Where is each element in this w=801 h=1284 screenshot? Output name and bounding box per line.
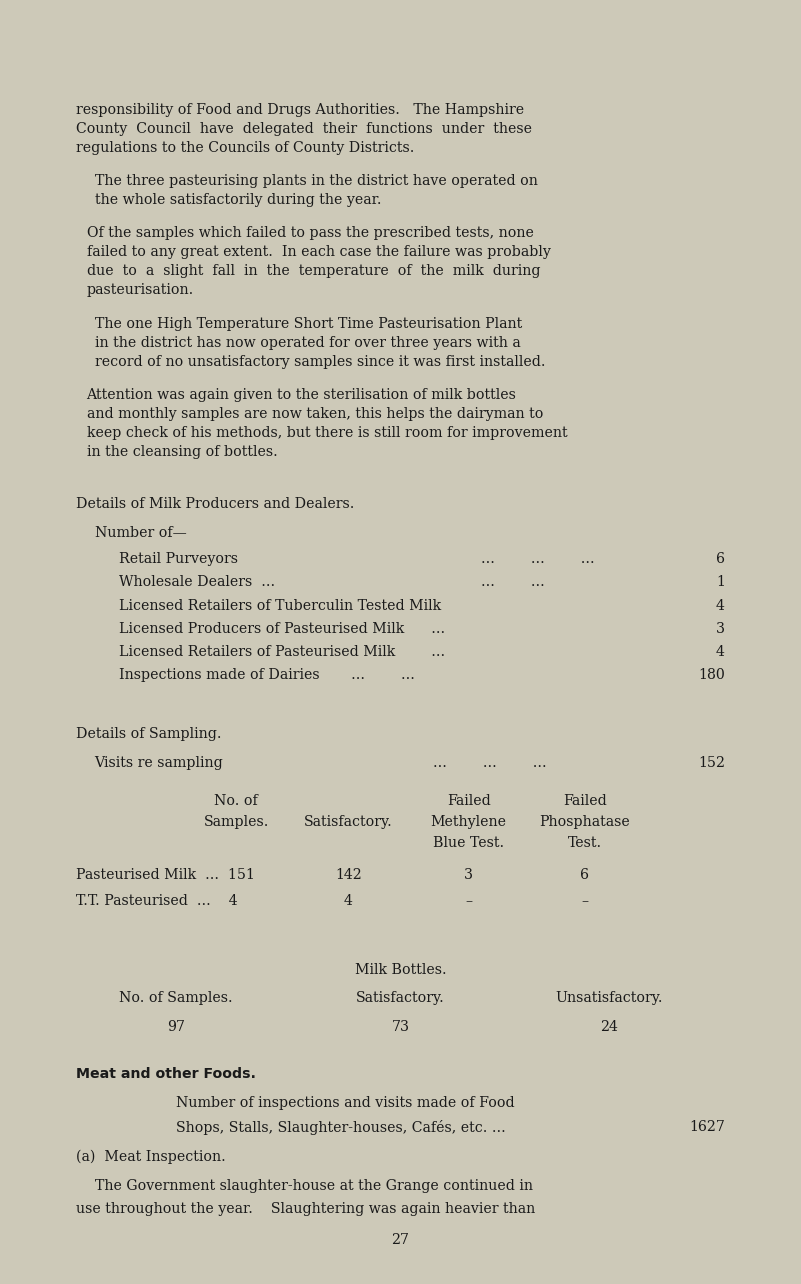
Text: Licensed Producers of Pasteurised Milk      ...: Licensed Producers of Pasteurised Milk .… xyxy=(119,621,445,636)
Text: Attention was again given to the sterilisation of milk bottles: Attention was again given to the sterili… xyxy=(87,388,517,402)
Text: Samples.: Samples. xyxy=(203,815,269,829)
Text: ...        ...: ... ... xyxy=(481,575,545,589)
Text: No. of: No. of xyxy=(215,795,258,809)
Text: failed to any great extent.  In each case the failure was probably: failed to any great extent. In each case… xyxy=(87,245,550,259)
Text: regulations to the Councils of County Districts.: regulations to the Councils of County Di… xyxy=(76,141,414,155)
Text: pasteurisation.: pasteurisation. xyxy=(87,284,194,298)
Text: ...        ...        ...: ... ... ... xyxy=(433,756,546,770)
Text: Inspections made of Dairies       ...        ...: Inspections made of Dairies ... ... xyxy=(119,668,414,682)
Text: Details of Milk Producers and Dealers.: Details of Milk Producers and Dealers. xyxy=(76,497,355,511)
Text: Details of Sampling.: Details of Sampling. xyxy=(76,727,222,741)
Text: The one High Temperature Short Time Pasteurisation Plant: The one High Temperature Short Time Past… xyxy=(95,317,521,330)
Text: the whole satisfactorily during the year.: the whole satisfactorily during the year… xyxy=(95,193,381,207)
Text: 6: 6 xyxy=(716,552,725,566)
Text: 3: 3 xyxy=(716,621,725,636)
Text: The three pasteurising plants in the district have operated on: The three pasteurising plants in the dis… xyxy=(95,173,537,187)
Text: Visits re sampling: Visits re sampling xyxy=(95,756,223,770)
Text: 1: 1 xyxy=(716,575,725,589)
Text: 152: 152 xyxy=(698,756,725,770)
Text: due  to  a  slight  fall  in  the  temperature  of  the  milk  during: due to a slight fall in the temperature … xyxy=(87,265,540,279)
Text: Satisfactory.: Satisfactory. xyxy=(304,815,392,829)
Text: –: – xyxy=(582,894,588,908)
Text: 1627: 1627 xyxy=(689,1120,725,1134)
Text: 4: 4 xyxy=(716,598,725,612)
Text: Unsatisfactory.: Unsatisfactory. xyxy=(555,991,662,1005)
Text: Satisfactory.: Satisfactory. xyxy=(356,991,445,1005)
Text: Shops, Stalls, Slaughter-houses, Cafés, etc. ...: Shops, Stalls, Slaughter-houses, Cafés, … xyxy=(176,1120,506,1135)
Text: Retail Purveyors: Retail Purveyors xyxy=(119,552,238,566)
Text: (a)  Meat Inspection.: (a) Meat Inspection. xyxy=(76,1149,226,1163)
Text: Licensed Retailers of Pasteurised Milk        ...: Licensed Retailers of Pasteurised Milk .… xyxy=(119,645,445,659)
Text: and monthly samples are now taken, this helps the dairyman to: and monthly samples are now taken, this … xyxy=(87,407,543,421)
Text: Of the samples which failed to pass the prescribed tests, none: Of the samples which failed to pass the … xyxy=(87,226,533,240)
Text: Milk Bottles.: Milk Bottles. xyxy=(355,963,446,977)
Text: keep check of his methods, but there is still room for improvement: keep check of his methods, but there is … xyxy=(87,426,567,440)
Text: Meat and other Foods.: Meat and other Foods. xyxy=(76,1067,256,1081)
Text: use throughout the year.    Slaughtering was again heavier than: use throughout the year. Slaughtering wa… xyxy=(76,1202,535,1216)
Text: 27: 27 xyxy=(392,1233,409,1247)
Text: ...        ...        ...: ... ... ... xyxy=(481,552,594,566)
Text: 73: 73 xyxy=(392,1019,409,1034)
Text: Wholesale Dealers  ...: Wholesale Dealers ... xyxy=(119,575,275,589)
Text: record of no unsatisfactory samples since it was first installed.: record of no unsatisfactory samples sinc… xyxy=(95,354,545,369)
Text: Methylene: Methylene xyxy=(431,815,506,829)
Text: 3: 3 xyxy=(464,868,473,882)
Text: in the cleansing of bottles.: in the cleansing of bottles. xyxy=(87,444,277,458)
Text: Pasteurised Milk  ...  151: Pasteurised Milk ... 151 xyxy=(76,868,255,882)
Text: Blue Test.: Blue Test. xyxy=(433,836,504,850)
Text: County  Council  have  delegated  their  functions  under  these: County Council have delegated their func… xyxy=(76,122,532,136)
Text: 24: 24 xyxy=(600,1019,618,1034)
Text: Licensed Retailers of Tuberculin Tested Milk: Licensed Retailers of Tuberculin Tested … xyxy=(119,598,441,612)
Text: 180: 180 xyxy=(698,668,725,682)
Text: Phosphatase: Phosphatase xyxy=(539,815,630,829)
Text: No. of Samples.: No. of Samples. xyxy=(119,991,233,1005)
Text: responsibility of Food and Drugs Authorities.   The Hampshire: responsibility of Food and Drugs Authori… xyxy=(76,103,524,117)
Text: 6: 6 xyxy=(580,868,590,882)
Text: 4: 4 xyxy=(344,894,353,908)
Text: in the district has now operated for over three years with a: in the district has now operated for ove… xyxy=(95,335,521,349)
Text: Number of—: Number of— xyxy=(95,526,187,541)
Text: –: – xyxy=(465,894,472,908)
Text: T.T. Pasteurised  ...    4: T.T. Pasteurised ... 4 xyxy=(76,894,238,908)
Text: 142: 142 xyxy=(335,868,362,882)
Text: 97: 97 xyxy=(167,1019,185,1034)
Text: The Government slaughter-house at the Grange continued in: The Government slaughter-house at the Gr… xyxy=(95,1179,533,1193)
Text: 4: 4 xyxy=(716,645,725,659)
Text: Number of inspections and visits made of Food: Number of inspections and visits made of… xyxy=(176,1097,515,1111)
Text: Failed: Failed xyxy=(447,795,490,809)
Text: Test.: Test. xyxy=(568,836,602,850)
Text: Failed: Failed xyxy=(563,795,606,809)
